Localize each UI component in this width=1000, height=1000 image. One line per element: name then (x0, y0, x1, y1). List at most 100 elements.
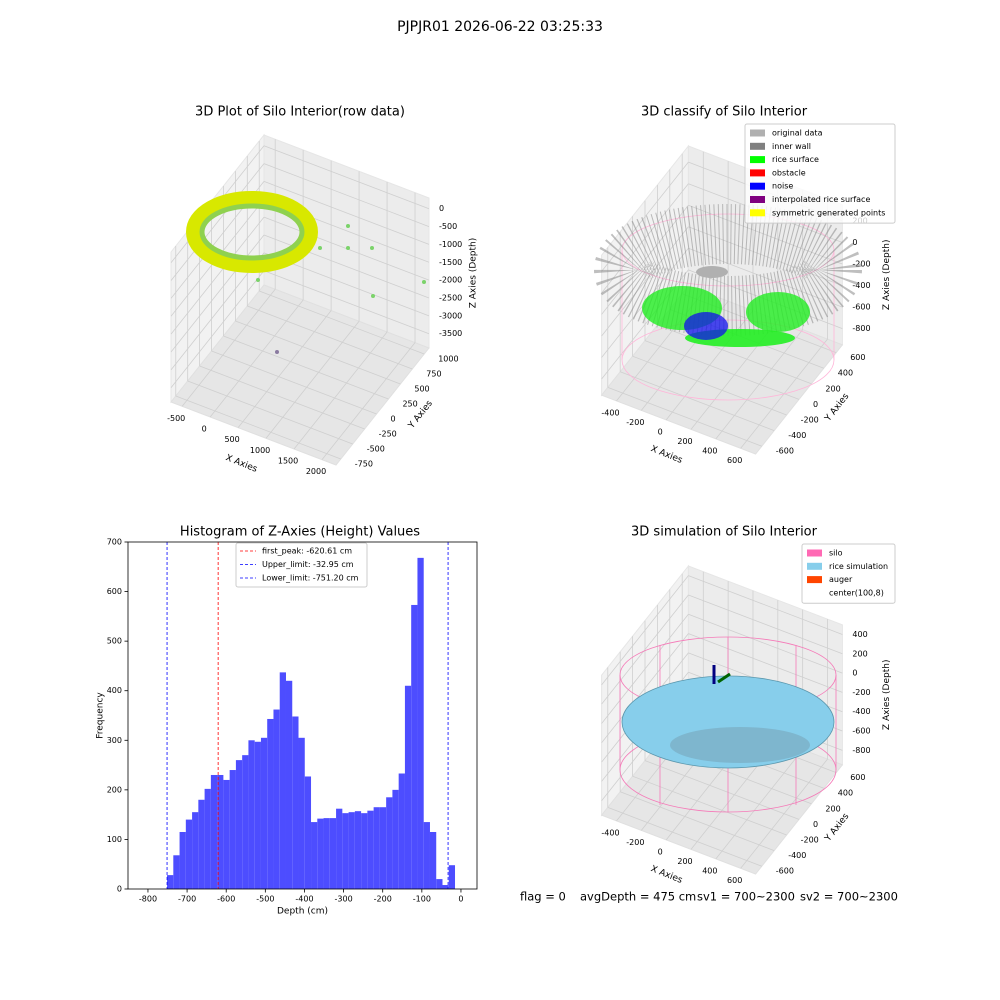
y-tick-label: 600 (850, 773, 865, 782)
legend-swatch (807, 562, 822, 570)
legend-label: rice surface (772, 155, 819, 164)
grid-line (321, 342, 416, 460)
bar (285, 680, 293, 889)
grid-line (632, 355, 787, 416)
y-tick-label: 700 (107, 538, 122, 547)
grid-line (293, 331, 388, 450)
x-tick-label: 0 (202, 424, 207, 433)
legend-swatch (750, 129, 765, 137)
grid-line (209, 299, 304, 418)
grid-line (688, 226, 843, 286)
bar (442, 885, 449, 889)
grid-line (601, 614, 689, 724)
bar (298, 737, 305, 889)
grid-line (601, 633, 689, 744)
legend-label: Lower_limit: -751.20 cm (262, 574, 359, 583)
legend-label: symmetric generated points (772, 208, 885, 217)
bar (254, 741, 261, 889)
x-tick-label: -500 (167, 414, 185, 423)
y-tick-label: 500 (107, 637, 122, 646)
z-tick-label: -3500 (439, 329, 462, 338)
inner-wall (594, 204, 862, 336)
y-tick-label: -400 (788, 431, 806, 440)
y-tick-label: 600 (850, 353, 865, 362)
bar (317, 818, 324, 889)
y-tick-label: 400 (838, 369, 853, 378)
x-tick-label: -700 (178, 895, 196, 904)
x-tick-label: 200 (677, 437, 692, 446)
chart-title: Histogram of Z-Axies (Height) Values (180, 525, 420, 540)
bar (436, 879, 443, 889)
bar (311, 822, 318, 889)
z-tick-label: -800 (852, 746, 870, 755)
bar (329, 818, 337, 889)
bar (210, 774, 218, 889)
grid-line (247, 305, 413, 370)
legend-swatch (750, 196, 765, 203)
z-tick-label: 400 (852, 630, 867, 639)
y-tick-label: -400 (788, 851, 806, 860)
bar (229, 770, 236, 889)
bar (279, 672, 286, 889)
grid-line (688, 594, 843, 655)
bar (267, 718, 274, 889)
grid-line (181, 289, 276, 407)
z-tick-label: -500 (439, 222, 457, 231)
bar (173, 855, 180, 889)
z-tick-label: -2500 (439, 294, 462, 303)
grid-line (187, 380, 353, 445)
x-tick-label: -200 (374, 895, 392, 904)
x-tick-label: -400 (601, 408, 619, 417)
bar (348, 812, 355, 889)
z-tick-label: -200 (852, 688, 870, 697)
y-tick-label: 300 (107, 736, 122, 745)
legend-label: inner wall (772, 142, 811, 151)
z-axis-label: Z Axies (Depth) (469, 238, 479, 309)
bar (179, 831, 186, 889)
y-tick-label: 0 (813, 820, 818, 829)
bar (392, 789, 399, 889)
y-tick-label: 750 (426, 370, 441, 379)
y-tick-label: -250 (379, 430, 397, 439)
grid-line (657, 324, 812, 385)
bar (248, 740, 255, 889)
grid-line (263, 163, 430, 227)
y-tick-label: 250 (402, 400, 417, 409)
bar (367, 810, 374, 889)
y-tick-label: -500 (367, 445, 385, 454)
grid-line (170, 270, 265, 388)
chart-title: 3D classify of Silo Interior (641, 105, 808, 120)
bar (354, 811, 362, 889)
grid-line (199, 365, 365, 430)
x-tick-label: 2000 (306, 467, 326, 476)
z-tick-label: 200 (852, 649, 867, 658)
z-tick-label: 0 (852, 669, 857, 678)
y-tick-label: 0 (391, 415, 396, 424)
y-tick-label: -200 (801, 836, 819, 845)
x-tick-label: -400 (295, 895, 313, 904)
x-tick-label: 1000 (250, 446, 270, 455)
z-tick-label: -600 (852, 303, 870, 312)
bar (167, 875, 174, 889)
legend-label: obstacle (772, 168, 806, 177)
y-tick-label: 400 (107, 686, 122, 695)
point-clouds (186, 191, 862, 813)
grid-line (211, 350, 377, 415)
x-axis-label: Depth (cm) (277, 907, 328, 917)
x-tick-label: 400 (702, 446, 717, 455)
y-tick-label: -200 (801, 416, 819, 425)
bar (198, 799, 205, 889)
bar (411, 604, 418, 889)
legend-label: original data (772, 129, 823, 138)
legend-swatch (750, 142, 765, 150)
grid-line (263, 270, 430, 335)
bar (242, 755, 249, 889)
grid-line (170, 163, 265, 281)
legend-label: auger (829, 575, 853, 584)
grid-line (644, 340, 800, 400)
legend-label: first_peak: -620.61 cm (262, 547, 352, 556)
x-tick-label: 0 (658, 427, 663, 436)
x-tick-label: -200 (626, 418, 644, 427)
legend-box (744, 123, 896, 224)
x-tick-label: -100 (413, 895, 431, 904)
